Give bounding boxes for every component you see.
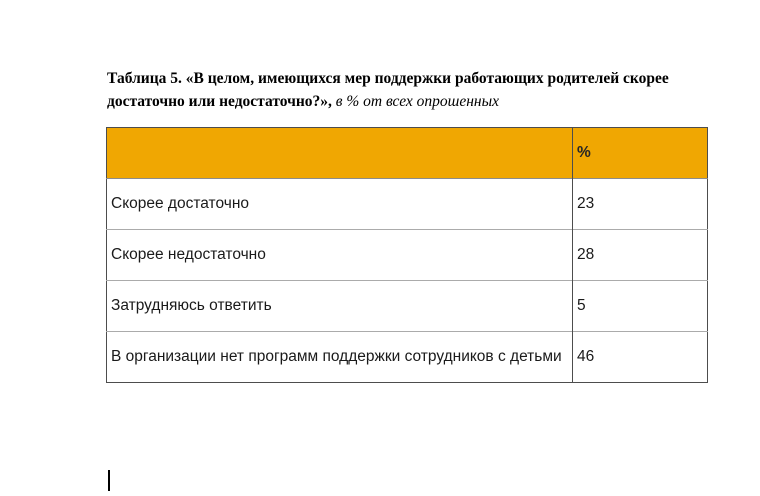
row-label: Скорее недостаточно [106, 229, 573, 281]
caption-bold-line2: достаточно или недостаточно?», [107, 92, 332, 110]
table-row: Затрудняюсь ответить 5 [106, 280, 708, 332]
row-value: 28 [572, 229, 708, 281]
row-label: В организации нет программ поддержки сот… [106, 331, 573, 383]
row-label: Скорее достаточно [106, 178, 573, 230]
table-row: Скорее недостаточно 28 [106, 229, 708, 281]
row-value: 23 [572, 178, 708, 230]
survey-results-table: % Скорее достаточно 23 Скорее недостаточ… [106, 127, 708, 383]
row-value: 5 [572, 280, 708, 332]
table-caption: Таблица 5. «В целом, имеющихся мер подде… [107, 68, 682, 113]
table-header-row: % [106, 127, 708, 179]
row-label: Затрудняюсь ответить [106, 280, 573, 332]
table-row: В организации нет программ поддержки сот… [106, 331, 708, 383]
header-cell-percent: % [572, 127, 708, 179]
text-cursor [108, 470, 110, 491]
table-row: Скорее достаточно 23 [106, 178, 708, 230]
row-value: 46 [572, 331, 708, 383]
caption-bold-line1: Таблица 5. «В целом, имеющихся мер подде… [107, 70, 669, 87]
header-cell-empty [106, 127, 573, 179]
caption-italic-note: в % от всех опрошенных [335, 92, 499, 110]
